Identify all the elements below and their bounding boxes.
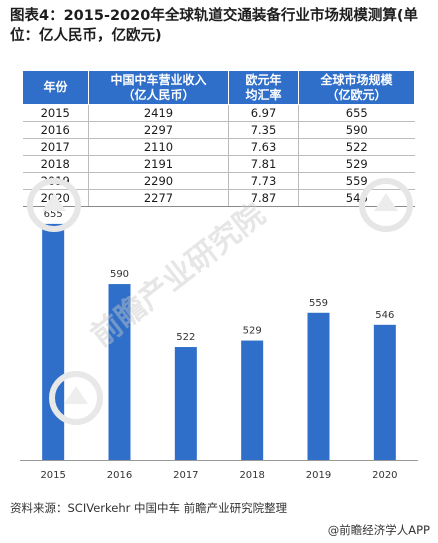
cell-year: 2016: [22, 121, 89, 139]
table-row: 2015 2419 6.97 655: [22, 104, 415, 122]
cell-rate: 6.97: [228, 104, 299, 122]
cell-rate: 7.63: [228, 138, 299, 156]
bar-chart: 655 2015 590 2016 522 2017 529 2018 559 2019 546 20…: [20, 209, 418, 481]
x-tick-label-2020: 2020: [372, 470, 397, 481]
data-label-2015: 655: [44, 209, 63, 220]
data-label-2018: 529: [243, 326, 262, 337]
cell-market: 655: [298, 104, 415, 122]
source-note: 资料来源：SCIVerkehr 中国中车 前瞻产业研究院整理: [10, 501, 288, 515]
table-header-row: 年份 中国中车营业收入 （亿人民币） 欧元年 均汇率 全球市场规模 （亿欧元）: [22, 70, 415, 105]
chart-title: 图表4：2015-2020年全球轨道交通装备行业市场规模测算(单位：亿人民币，亿…: [10, 8, 418, 44]
data-label-2019: 559: [309, 298, 328, 309]
x-tick-label-2016: 2016: [107, 470, 132, 481]
cell-rate: 7.87: [228, 189, 299, 207]
table-row: 2019 2290 7.73 559: [22, 172, 415, 190]
bar-2016: [108, 284, 131, 460]
cell-revenue: 2191: [88, 155, 229, 173]
brand-credit: @前瞻经济学人APP: [327, 523, 430, 537]
data-label-2020: 546: [375, 310, 394, 321]
bar-2018: [241, 340, 264, 460]
header-year: 年份: [22, 70, 89, 105]
table-row: 2017 2110 7.63 522: [22, 138, 415, 156]
bar-2015: [42, 223, 65, 460]
header-global-market: 全球市场规模 （亿欧元）: [298, 70, 415, 105]
cell-year: 2018: [22, 155, 89, 173]
cell-rate: 7.35: [228, 121, 299, 139]
cell-rate: 7.81: [228, 155, 299, 173]
data-label-2016: 590: [110, 269, 129, 280]
cell-market: 522: [298, 138, 415, 156]
x-tick-label-2018: 2018: [239, 470, 264, 481]
bar-2020: [373, 324, 396, 460]
data-table: 年份 中国中车营业收入 （亿人民币） 欧元年 均汇率 全球市场规模 （亿欧元） …: [22, 70, 415, 207]
cell-market: 559: [298, 172, 415, 190]
bar-2017: [174, 347, 197, 460]
bar-2019: [307, 312, 330, 460]
table-row: 2016 2297 7.35 590: [22, 121, 415, 139]
x-tick-label-2019: 2019: [306, 470, 331, 481]
header-exchange-rate: 欧元年 均汇率: [228, 70, 299, 105]
cell-revenue: 2277: [88, 189, 229, 207]
data-label-2017: 522: [176, 332, 195, 343]
cell-year: 2017: [22, 138, 89, 156]
cell-year: 2015: [22, 104, 89, 122]
x-tick-label-2017: 2017: [173, 470, 198, 481]
x-tick-label-2015: 2015: [40, 470, 65, 481]
cell-revenue: 2290: [88, 172, 229, 190]
cell-market: 590: [298, 121, 415, 139]
cell-year: 2019: [22, 172, 89, 190]
cell-market: 529: [298, 155, 415, 173]
header-crrc-revenue: 中国中车营业收入 （亿人民币）: [88, 70, 229, 105]
cell-revenue: 2297: [88, 121, 229, 139]
cell-revenue: 2110: [88, 138, 229, 156]
cell-rate: 7.73: [228, 172, 299, 190]
table-row: 2018 2191 7.81 529: [22, 155, 415, 173]
cell-revenue: 2419: [88, 104, 229, 122]
